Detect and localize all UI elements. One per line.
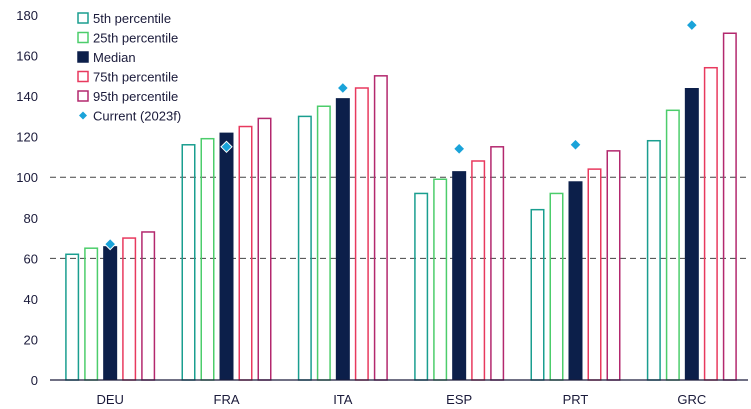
- legend-label: Median: [93, 50, 136, 65]
- y-tick-label: 40: [24, 292, 38, 307]
- bar-95th-percentile-prt: [606, 150, 621, 381]
- bar-median-esp: [452, 171, 467, 380]
- bar-75th-percentile-ita: [354, 87, 369, 381]
- x-tick-label: PRT: [563, 392, 589, 407]
- legend-label: 5th percentile: [93, 11, 171, 26]
- legend-swatch: [77, 12, 89, 24]
- bar-median-fra: [219, 132, 234, 380]
- current-marker-deu: [103, 237, 117, 251]
- reference-lines: [50, 176, 748, 259]
- legend-swatch: [77, 90, 89, 102]
- bar-median-grc: [684, 88, 699, 380]
- y-tick-label: 80: [24, 211, 38, 226]
- current-markers: [103, 18, 699, 251]
- legend-swatch: [79, 111, 87, 120]
- x-tick-label: ITA: [333, 392, 353, 407]
- bar-95th-percentile-fra: [257, 117, 272, 381]
- y-tick-label: 100: [16, 170, 38, 185]
- x-tick-label: FRA: [214, 392, 240, 407]
- bar-median-ita: [335, 98, 350, 380]
- bar-5th-percentile-grc: [646, 139, 661, 381]
- bar-median-deu: [103, 246, 118, 380]
- bar-95th-percentile-ita: [373, 75, 388, 381]
- bar-25th-percentile-fra: [200, 137, 215, 381]
- bar-5th-percentile-deu: [65, 253, 80, 381]
- x-tick-label: DEU: [96, 392, 123, 407]
- bar-95th-percentile-grc: [722, 32, 737, 381]
- legend-swatch: [77, 51, 89, 63]
- legend: 5th percentile 25th percentile Median 75th …: [77, 11, 181, 124]
- bars: [65, 32, 737, 381]
- current-marker-grc: [685, 18, 699, 32]
- legend-swatch: [77, 31, 89, 44]
- legend-label: Current (2023f): [93, 109, 181, 124]
- bar-25th-percentile-prt: [549, 192, 564, 381]
- y-tick-label: 0: [31, 373, 38, 388]
- legend-swatch: [77, 70, 89, 83]
- x-tick-label: GRC: [677, 392, 706, 407]
- bar-75th-percentile-grc: [703, 66, 718, 381]
- bar-75th-percentile-prt: [587, 168, 602, 381]
- y-tick-label: 140: [16, 89, 38, 104]
- y-tick-label: 60: [24, 251, 38, 266]
- legend-label: 25th percentile: [93, 31, 178, 46]
- bar-75th-percentile-deu: [122, 237, 137, 381]
- bar-25th-percentile-ita: [316, 105, 331, 381]
- bar-5th-percentile-prt: [530, 208, 545, 381]
- y-tick-label: 120: [16, 130, 38, 145]
- bar-95th-percentile-deu: [141, 231, 156, 381]
- current-marker-fra: [220, 140, 233, 154]
- bar-25th-percentile-deu: [84, 247, 99, 381]
- y-tick-label: 160: [16, 49, 38, 64]
- legend-label: 75th percentile: [93, 70, 178, 85]
- bar-5th-percentile-esp: [414, 192, 429, 381]
- y-tick-label: 20: [24, 332, 38, 347]
- current-marker-ita: [336, 81, 350, 95]
- x-tick-label: ESP: [446, 392, 472, 407]
- bar-5th-percentile-fra: [181, 144, 196, 381]
- bar-75th-percentile-esp: [471, 160, 486, 381]
- current-marker-prt: [569, 138, 582, 151]
- x-axis-ticks: DEU FRA ITA ESP PRT GRC: [96, 392, 706, 407]
- y-tick-label: 180: [16, 8, 38, 23]
- bar-95th-percentile-esp: [490, 146, 505, 381]
- bar-5th-percentile-ita: [297, 115, 312, 381]
- current-marker-esp: [452, 142, 466, 156]
- bar-75th-percentile-fra: [238, 125, 253, 381]
- bar-25th-percentile-grc: [665, 109, 680, 381]
- y-axis-ticks: 0 20 40 60 80 100 120 140 160 180: [16, 8, 38, 388]
- bar-25th-percentile-esp: [433, 178, 448, 381]
- bar-median-prt: [568, 181, 583, 380]
- legend-label: 95th percentile: [93, 89, 178, 104]
